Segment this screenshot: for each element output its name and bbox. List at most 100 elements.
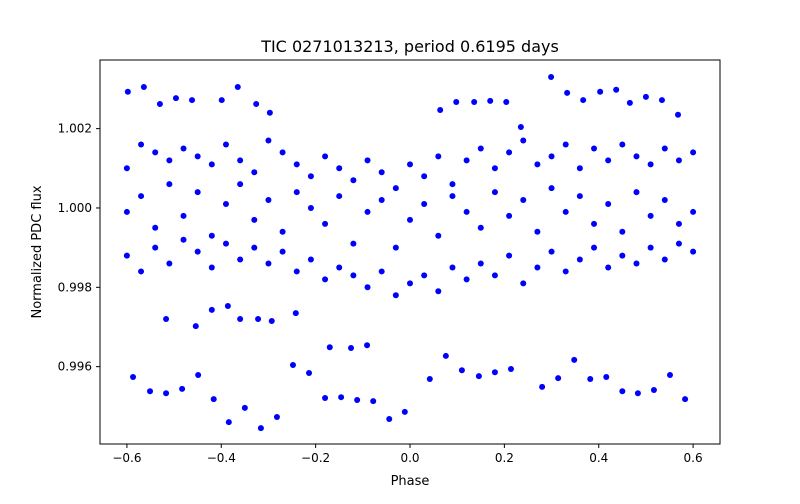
- data-point: [619, 252, 626, 259]
- data-point: [421, 173, 428, 180]
- data-point: [307, 256, 314, 263]
- data-point: [192, 323, 199, 330]
- x-tick-label: −0.6: [112, 451, 141, 465]
- data-point: [580, 97, 587, 104]
- data-point: [166, 157, 173, 164]
- data-point: [279, 228, 286, 235]
- data-point: [138, 141, 145, 148]
- data-point: [237, 316, 244, 323]
- data-point: [386, 416, 393, 423]
- data-point: [449, 264, 456, 271]
- data-point: [421, 272, 428, 279]
- chart-title: TIC 0271013213, period 0.6195 days: [260, 37, 559, 56]
- data-point: [222, 201, 229, 207]
- data-point: [506, 149, 513, 156]
- data-point: [140, 83, 147, 90]
- y-tick-label: 1.002: [58, 122, 92, 136]
- x-tick-label: 0.6: [684, 451, 703, 465]
- y-axis-label: Normalized PDC flux: [30, 185, 45, 318]
- data-point: [293, 268, 300, 275]
- data-point: [322, 394, 329, 401]
- data-point: [506, 212, 513, 219]
- data-point: [147, 388, 154, 395]
- data-point: [289, 362, 296, 369]
- data-point: [265, 197, 272, 204]
- x-tick-label: 0.0: [400, 451, 419, 465]
- data-point: [690, 208, 697, 215]
- data-point: [123, 252, 130, 259]
- data-point: [241, 404, 248, 411]
- data-point: [491, 189, 498, 196]
- data-point: [539, 383, 546, 390]
- data-point: [576, 165, 583, 172]
- data-point: [208, 264, 215, 271]
- data-point: [265, 260, 272, 267]
- data-point: [152, 224, 159, 231]
- data-point: [255, 316, 262, 323]
- data-point: [471, 99, 478, 106]
- data-point: [458, 367, 465, 374]
- data-point: [265, 137, 272, 144]
- data-point: [180, 212, 187, 219]
- data-point: [562, 208, 569, 215]
- data-point: [401, 408, 408, 415]
- data-point: [222, 240, 229, 247]
- data-point: [548, 153, 555, 160]
- data-point: [619, 141, 626, 148]
- data-point: [605, 264, 612, 271]
- data-point: [534, 228, 541, 235]
- x-tick-label: 0.4: [589, 451, 608, 465]
- data-point: [194, 153, 201, 160]
- data-point: [576, 193, 583, 200]
- data-point: [517, 124, 524, 131]
- data-point: [475, 373, 482, 380]
- data-point: [634, 390, 641, 397]
- data-point: [166, 181, 173, 188]
- data-point: [224, 302, 231, 309]
- data-point: [548, 74, 555, 81]
- data-point: [463, 208, 470, 215]
- data-point: [218, 97, 225, 104]
- data-point: [348, 345, 355, 351]
- data-point: [650, 387, 657, 394]
- data-point: [503, 99, 510, 106]
- data-point: [307, 204, 314, 211]
- data-point: [562, 141, 569, 148]
- data-point: [426, 375, 433, 382]
- data-point: [647, 244, 654, 251]
- data-point: [364, 284, 371, 291]
- data-point: [237, 157, 244, 164]
- data-point: [273, 414, 280, 421]
- data-point: [477, 224, 484, 231]
- data-point: [338, 394, 345, 401]
- data-point: [163, 316, 170, 323]
- data-point: [534, 161, 541, 168]
- data-point: [138, 193, 145, 200]
- data-point: [619, 228, 626, 235]
- data-point: [123, 208, 130, 215]
- data-point: [378, 169, 385, 176]
- data-point: [251, 216, 258, 223]
- x-axis-label: Phase: [391, 474, 430, 489]
- data-point: [666, 371, 673, 378]
- data-point: [306, 369, 313, 376]
- data-point: [407, 280, 413, 287]
- data-point: [152, 244, 159, 251]
- data-point: [292, 310, 299, 317]
- data-point: [591, 244, 598, 251]
- data-point: [152, 149, 159, 156]
- y-tick-label: 1.000: [58, 201, 92, 215]
- data-point: [370, 398, 377, 405]
- data-point: [210, 396, 217, 403]
- data-point: [307, 173, 314, 180]
- data-point: [633, 189, 640, 196]
- data-point: [350, 177, 357, 184]
- data-point: [675, 240, 682, 247]
- data-point: [407, 161, 413, 168]
- x-tick-label: −0.4: [207, 451, 236, 465]
- data-point: [326, 344, 333, 351]
- data-point: [166, 260, 173, 267]
- data-point: [491, 272, 498, 279]
- data-point: [336, 193, 343, 200]
